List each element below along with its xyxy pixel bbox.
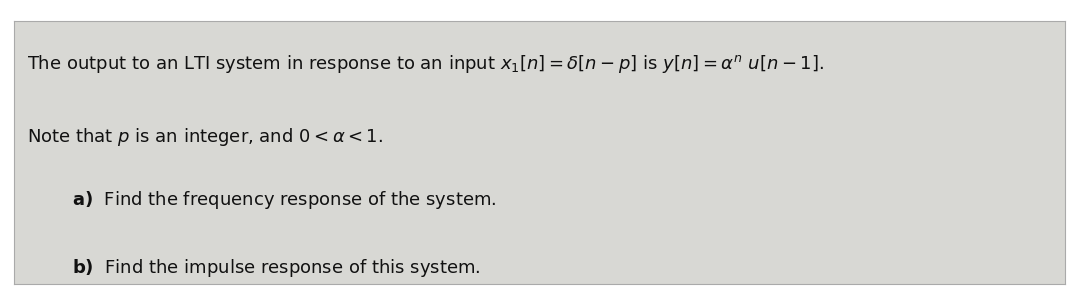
Text: $\bf{b)}$  Find the impulse response of this system.: $\bf{b)}$ Find the impulse response of t… bbox=[72, 257, 480, 279]
Text: Note that $p$ is an integer, and $0 <\alpha< 1$.: Note that $p$ is an integer, and $0 <\al… bbox=[27, 126, 383, 148]
Text: $\bf{a)}$  Find the frequency response of the system.: $\bf{a)}$ Find the frequency response of… bbox=[72, 189, 496, 211]
Text: The output to an LTI system in response to an input $x_1[n] = \delta[n - p]$ is : The output to an LTI system in response … bbox=[27, 53, 823, 75]
